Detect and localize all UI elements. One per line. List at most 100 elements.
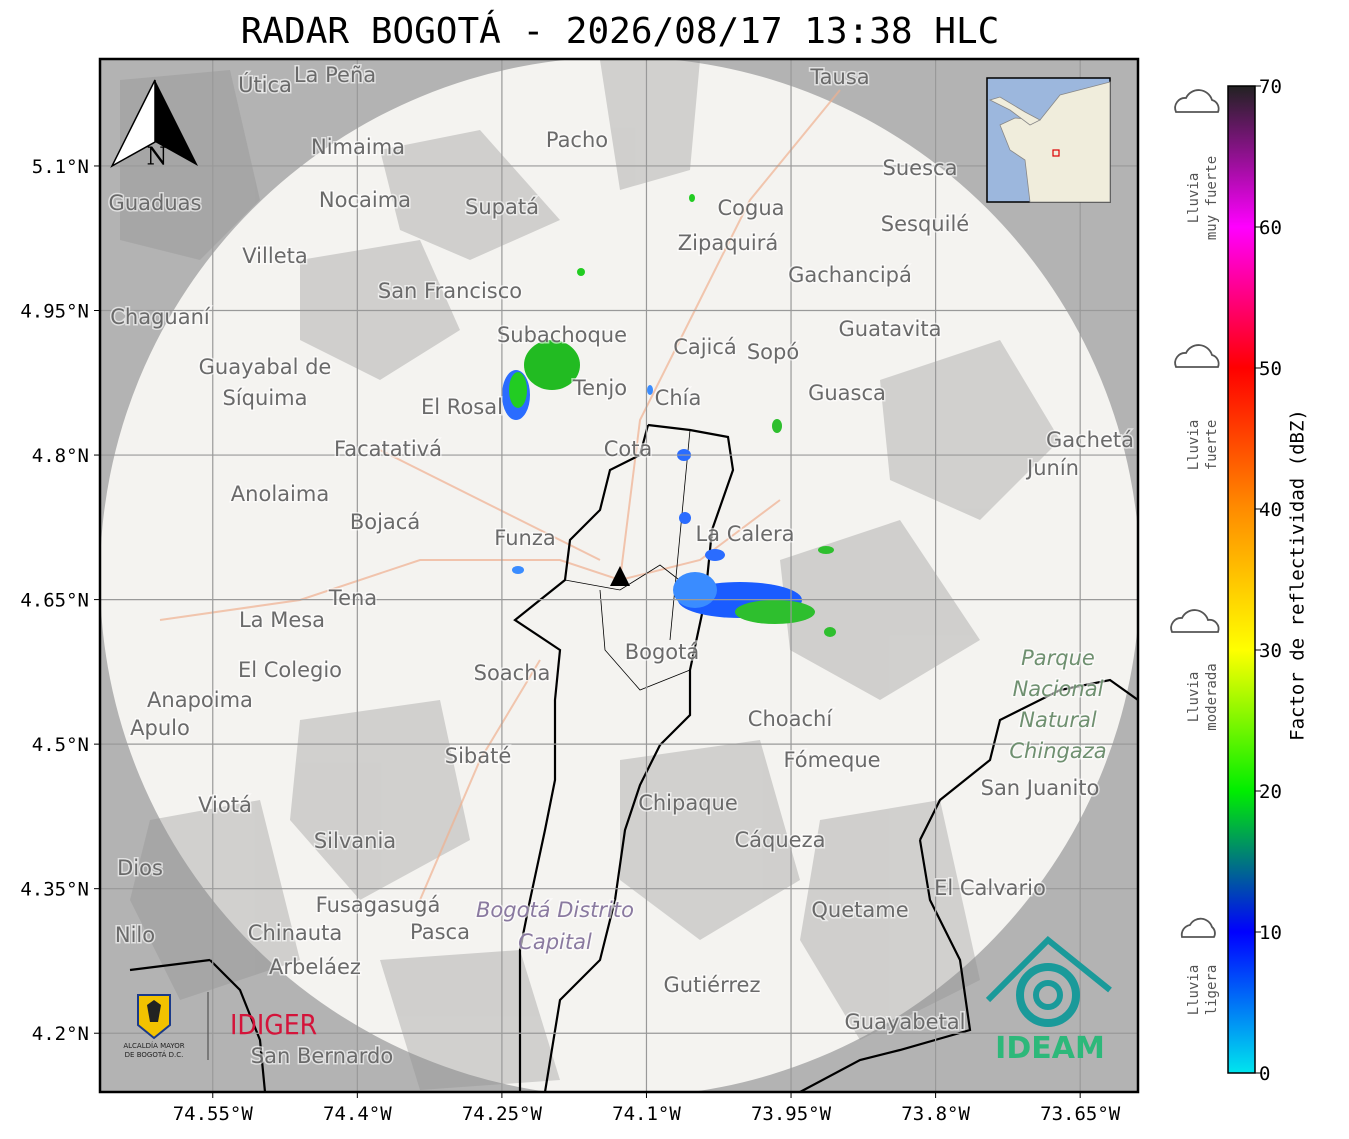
place-label: Guasca bbox=[808, 381, 886, 405]
rain-category: muy fuerte bbox=[1204, 156, 1220, 240]
colorbar-tick-label: 70 bbox=[1259, 76, 1282, 98]
x-tick-label: 73.95°W bbox=[751, 1103, 832, 1125]
place-label: Silvania bbox=[314, 829, 396, 853]
place-label: El Calvario bbox=[934, 876, 1046, 900]
map-frame bbox=[98, 57, 1140, 1094]
x-tick-label: 73.8°W bbox=[901, 1103, 970, 1125]
place-label: Anolaima bbox=[231, 482, 329, 506]
colorbar-tick-label: 30 bbox=[1259, 640, 1282, 662]
place-label: La Peña bbox=[294, 63, 376, 87]
place-label: Tausa bbox=[809, 65, 869, 89]
place-label: Gutiérrez bbox=[664, 973, 761, 997]
rain-category: Lluvia bbox=[1186, 420, 1202, 471]
compass-label: N bbox=[147, 143, 168, 171]
place-label: Sopó bbox=[747, 340, 799, 364]
x-tick-label: 73.65°W bbox=[1040, 1103, 1121, 1125]
district-label: Bogotá Distrito bbox=[476, 898, 634, 922]
place-label: Subachoque bbox=[497, 323, 627, 347]
place-label: Apulo bbox=[130, 716, 190, 740]
place-label: Villeta bbox=[242, 244, 307, 268]
park-label: Parque bbox=[1021, 646, 1095, 670]
colorbar-tick-label: 0 bbox=[1259, 1063, 1270, 1085]
alcaldia-text: DE BOGOTÁ D.C. bbox=[125, 1050, 184, 1059]
x-tick-label: 74.1°W bbox=[612, 1103, 681, 1125]
place-label: Nimaima bbox=[311, 135, 405, 159]
place-label: Dios bbox=[117, 856, 163, 880]
place-label: Suesca bbox=[883, 156, 958, 180]
colorbar-ticks: 0 10 20 30 40 50 60 70 bbox=[1255, 76, 1282, 1085]
place-label: Nilo bbox=[115, 923, 155, 947]
district-label: Capital bbox=[518, 930, 592, 954]
ideam-logo: IDEAM bbox=[985, 935, 1112, 1066]
colorbar bbox=[1227, 85, 1256, 1074]
y-tick-label: 4.5°N bbox=[32, 734, 89, 756]
place-label: Guaduas bbox=[109, 191, 202, 215]
rain-category: ligera bbox=[1204, 965, 1220, 1016]
place-label: Quetame bbox=[811, 898, 908, 922]
place-label: Arbeláez bbox=[269, 955, 361, 979]
colorbar-tick-label: 20 bbox=[1259, 781, 1282, 803]
colorbar-tick-label: 10 bbox=[1259, 922, 1282, 944]
place-label: Fusagasugá bbox=[316, 893, 441, 917]
place-label: Cajicá bbox=[673, 335, 737, 359]
y-tick-label: 4.8°N bbox=[32, 445, 89, 467]
x-tick-label: 74.25°W bbox=[462, 1103, 543, 1125]
place-label: Tena bbox=[328, 586, 377, 610]
place-label: Funza bbox=[494, 526, 555, 550]
inset-map bbox=[986, 77, 1111, 203]
park-label: Nacional bbox=[1013, 677, 1104, 701]
place-label: Cogua bbox=[717, 196, 784, 220]
x-tick-label: 74.4°W bbox=[323, 1103, 392, 1125]
place-label: Choachí bbox=[748, 707, 834, 731]
place-label: Zipaquirá bbox=[678, 231, 778, 255]
park-label: Natural bbox=[1019, 708, 1097, 732]
radar-site bbox=[610, 566, 630, 586]
axis-ticks: 74.55°W 74.4°W 74.25°W 74.1°W 73.95°W 73.8°W 7… bbox=[20, 156, 1120, 1125]
ideam-text: IDEAM bbox=[995, 1031, 1105, 1066]
place-label: Anapoima bbox=[147, 688, 253, 712]
rain-category: Lluvia bbox=[1186, 965, 1202, 1016]
place-label: Guayabetal bbox=[845, 1010, 966, 1034]
place-label: Supatá bbox=[465, 195, 539, 219]
alcaldia-text: ALCALDÍA MAYOR bbox=[123, 1041, 184, 1050]
place-label: San Juanito bbox=[981, 776, 1100, 800]
place-label: Bojacá bbox=[350, 510, 420, 534]
idiger-logo: IDIGER bbox=[230, 1008, 317, 1041]
north-arrow: N bbox=[110, 79, 198, 171]
colorbar-tick-label: 40 bbox=[1259, 499, 1282, 521]
colorbar-tick-label: 50 bbox=[1259, 358, 1282, 380]
place-label: El Colegio bbox=[238, 658, 342, 682]
place-label: Gachetá bbox=[1046, 428, 1134, 452]
rain-category: moderada bbox=[1204, 663, 1220, 730]
title: RADAR BOGOTÁ - 2026/08/17 13:38 HLC bbox=[241, 10, 1000, 52]
park-label: Chingaza bbox=[1009, 739, 1106, 763]
rain-icons bbox=[1170, 89, 1220, 938]
y-tick-label: 4.2°N bbox=[32, 1023, 89, 1045]
y-tick-label: 4.95°N bbox=[20, 301, 89, 323]
rain-category: fuerte bbox=[1204, 420, 1220, 471]
place-label: Junín bbox=[1025, 456, 1079, 480]
place-label: Guatavita bbox=[839, 317, 942, 341]
place-label: Pacho bbox=[546, 128, 608, 152]
y-tick-label: 5.1°N bbox=[32, 156, 89, 178]
y-tick-label: 4.35°N bbox=[20, 879, 89, 901]
place-label: Gachancipá bbox=[788, 263, 912, 287]
place-label: Bogotá bbox=[625, 640, 700, 664]
place-label: Viotá bbox=[198, 793, 252, 817]
place-label: Tenjo bbox=[572, 376, 627, 400]
place-label: Fómeque bbox=[783, 748, 880, 772]
place-label: Sibaté bbox=[445, 744, 512, 768]
place-label: Chaguaní bbox=[110, 305, 211, 329]
colorbar-tick-label: 60 bbox=[1259, 217, 1282, 239]
place-label: Facatativá bbox=[334, 437, 442, 461]
place-label: Guayabal de bbox=[199, 355, 332, 379]
alcaldia-logo: ALCALDÍA MAYOR DE BOGOTÁ D.C. IDIGER bbox=[123, 992, 317, 1060]
place-label: Chipaque bbox=[638, 791, 738, 815]
place-label: Chía bbox=[655, 386, 702, 410]
place-label: Síquima bbox=[223, 386, 308, 410]
y-tick-label: 4.65°N bbox=[20, 590, 89, 612]
